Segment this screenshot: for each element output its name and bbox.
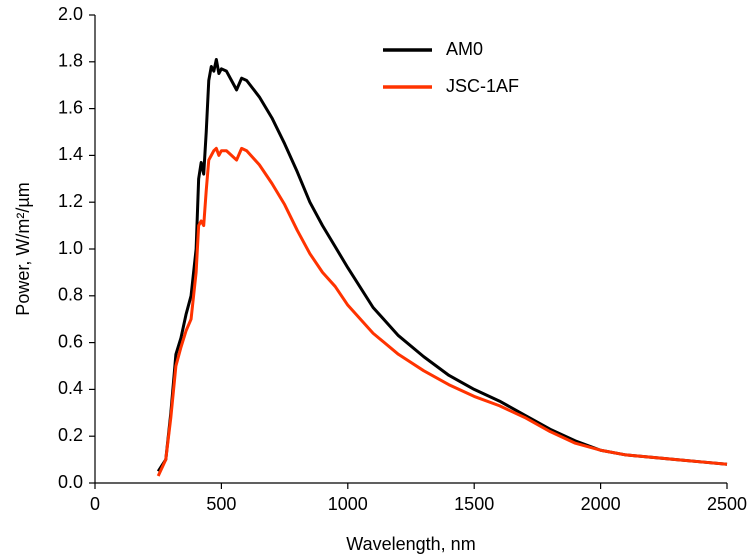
y-tick-label: 1.2: [58, 191, 83, 211]
y-tick-label: 0.6: [58, 331, 83, 351]
y-tick-label: 0.8: [58, 285, 83, 305]
x-tick-label: 0: [90, 494, 100, 514]
y-tick-label: 1.4: [58, 144, 83, 164]
legend-label: JSC-1AF: [446, 76, 519, 96]
y-tick-label: 1.0: [58, 238, 83, 258]
x-axis-label: Wavelength, nm: [346, 534, 475, 554]
data-line: [156, 57, 728, 473]
x-tick-label: 1000: [328, 494, 368, 514]
y-tick-label: 2.0: [58, 4, 83, 24]
legend-label: AM0: [446, 39, 483, 59]
y-tick-label: 1.8: [58, 51, 83, 71]
y-tick-label: 0.4: [58, 378, 83, 398]
data-line: [156, 146, 728, 477]
y-tick-label: 0.2: [58, 425, 83, 445]
x-tick-label: 2000: [581, 494, 621, 514]
x-tick-label: 500: [206, 494, 236, 514]
y-tick-label: 0.0: [58, 472, 83, 492]
y-tick-label: 1.6: [58, 97, 83, 117]
y-axis-label: Power, W/m²/µm: [13, 182, 33, 315]
x-tick-label: 2500: [707, 494, 747, 514]
x-tick-label: 1500: [454, 494, 494, 514]
